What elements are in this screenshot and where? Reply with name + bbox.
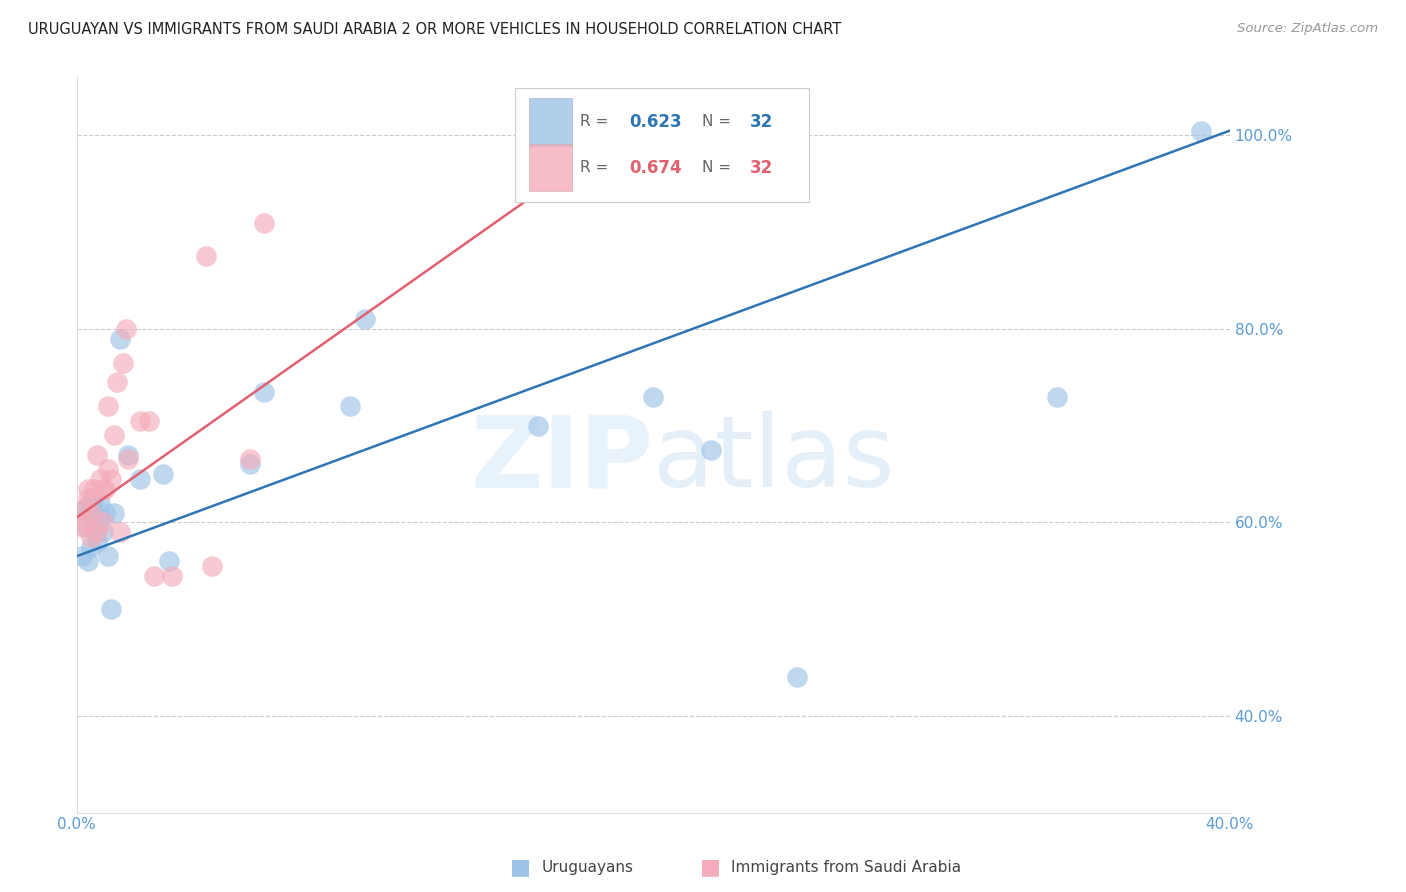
Point [91,516,114,530]
Point [117,452,139,467]
Point [1189,123,1212,137]
Point [91,482,114,496]
Point [83,482,105,496]
Text: N =: N = [702,161,735,176]
Point [75,500,97,515]
Point [75,520,97,534]
Point [77,482,100,496]
Text: atlas: atlas [654,411,894,508]
Point [157,554,180,568]
Point [86,448,108,462]
Point [195,249,218,263]
Point [253,215,276,229]
Point [111,356,134,370]
FancyBboxPatch shape [515,88,808,202]
Point [253,384,276,399]
Point [103,506,125,520]
Text: ZIP: ZIP [470,411,654,508]
Point [201,558,224,573]
Point [138,414,160,428]
FancyBboxPatch shape [529,98,572,145]
Point [89,510,111,524]
Point [80,496,103,510]
Point [97,399,120,413]
Point [86,524,108,539]
Point [72,520,94,534]
Point [75,516,97,530]
Text: Source: ZipAtlas.com: Source: ZipAtlas.com [1237,22,1378,36]
Point [143,568,166,582]
Point [77,554,100,568]
Point [152,467,174,481]
Text: N =: N = [702,114,735,129]
Point [643,390,665,404]
FancyBboxPatch shape [529,144,572,192]
Point [339,399,361,413]
Text: URUGUAYAN VS IMMIGRANTS FROM SAUDI ARABIA 2 OR MORE VEHICLES IN HOUSEHOLD CORREL: URUGUAYAN VS IMMIGRANTS FROM SAUDI ARABI… [28,22,841,37]
Point [83,520,105,534]
Point [1046,390,1069,404]
Point [77,506,100,520]
Point [353,312,375,326]
Point [89,472,111,486]
Point [80,530,103,544]
Point [80,540,103,554]
Point [77,491,100,506]
Text: R =: R = [581,114,613,129]
Text: 32: 32 [749,159,773,177]
Point [75,500,97,515]
Point [94,482,117,496]
Point [238,452,260,467]
Point [94,506,117,520]
Point [527,418,550,433]
Point [97,462,120,476]
Point [103,428,125,442]
Point [89,496,111,510]
Text: 0.674: 0.674 [628,159,682,177]
Point [97,549,120,564]
Point [700,442,723,457]
Point [86,534,108,549]
Point [105,375,128,389]
Point [643,104,665,119]
Text: R =: R = [581,161,613,176]
Point [114,322,136,336]
Point [108,524,131,539]
Point [91,524,114,539]
Text: Uruguayans: Uruguayans [541,860,633,874]
Point [80,506,103,520]
Text: 0.623: 0.623 [628,112,682,130]
Point [100,472,122,486]
Point [108,332,131,346]
Point [129,414,152,428]
Point [83,491,105,506]
Text: ■: ■ [510,857,530,877]
Text: ■: ■ [700,857,720,877]
Point [786,670,808,684]
Text: Immigrants from Saudi Arabia: Immigrants from Saudi Arabia [731,860,962,874]
Point [100,602,122,616]
Point [117,448,139,462]
Point [72,549,94,564]
Point [160,568,183,582]
Point [129,472,152,486]
Point [238,458,260,472]
Text: 32: 32 [749,112,773,130]
